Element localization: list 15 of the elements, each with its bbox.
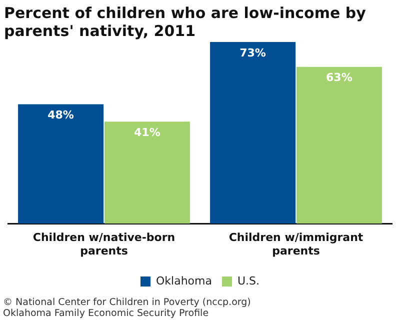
- bar: [104, 122, 190, 224]
- x-tick-label: Children w/immigrant parents: [228, 231, 364, 258]
- text: © National Center for Children in Poverty (nccp.org): [3, 297, 251, 308]
- x-tick-label: Children w/native-born parents: [32, 231, 176, 258]
- data-label: 63%: [326, 71, 352, 84]
- chart-title: Percent of children who are low-income by parents' nativity, 2011: [4, 4, 367, 40]
- data-label: 41%: [134, 126, 160, 139]
- bar: [210, 42, 296, 224]
- data-label: 48%: [48, 108, 74, 122]
- data-label: 73%: [240, 46, 266, 60]
- bar: [296, 66, 382, 224]
- legend-label: Oklahoma: [156, 274, 212, 288]
- bar: [18, 104, 104, 224]
- legend-label: U.S.: [237, 274, 260, 288]
- text: Oklahoma Family Economic Security Profile: [3, 308, 210, 319]
